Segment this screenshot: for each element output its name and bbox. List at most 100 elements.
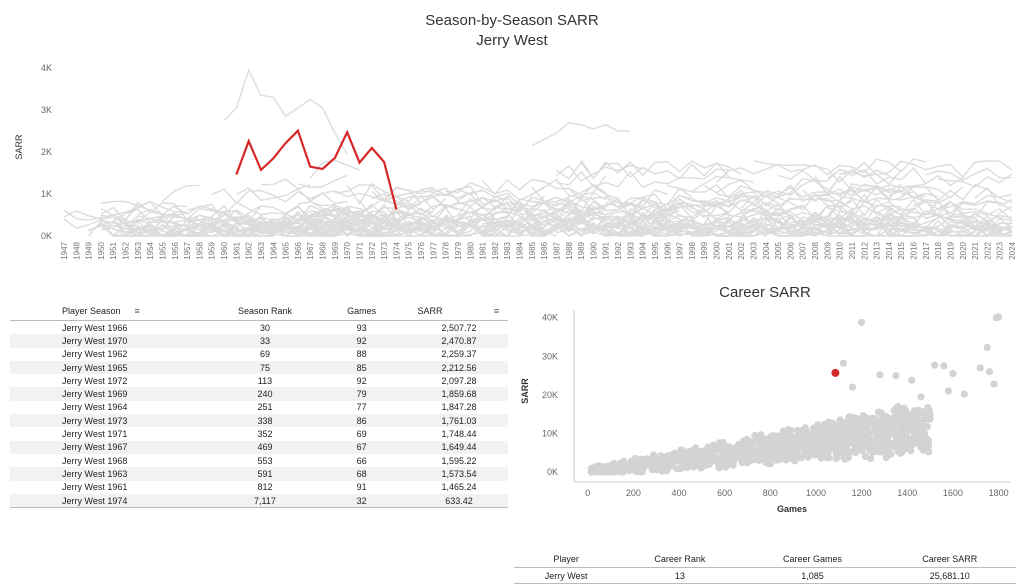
header-career-games[interactable]: Career Games — [741, 551, 884, 568]
table-row[interactable]: Jerry West 1972 113 92 2,097.28 — [10, 374, 508, 387]
scatter-point — [839, 359, 847, 367]
sarr-cell: 1,573.54 — [409, 467, 508, 481]
games-cell: 92 — [313, 334, 410, 348]
sort-icon[interactable]: ≡ — [134, 306, 140, 316]
background-series-line — [63, 200, 188, 221]
table-row[interactable]: Jerry West 1963 591 68 1,573.54 — [10, 467, 508, 481]
scatter-point — [847, 433, 855, 441]
x-tick-label: 2015 — [897, 241, 906, 259]
scatter-point — [691, 449, 699, 457]
header-season-rank[interactable]: Season Rank — [216, 302, 314, 321]
background-series-line — [703, 176, 841, 197]
games-cell: 85 — [313, 360, 410, 375]
scatter-point — [711, 454, 719, 462]
background-series-line — [531, 121, 631, 147]
x-tick-label: 1959 — [208, 241, 217, 259]
table-row[interactable]: Jerry West 1965 75 85 2,212.56 — [10, 360, 508, 375]
table-row[interactable]: Jerry West 1973 338 86 1,761.03 — [10, 414, 508, 428]
table-row[interactable]: Jerry West 1969 240 79 1,859.68 — [10, 387, 508, 401]
scatter-point — [743, 459, 751, 467]
season-rank-cell: 352 — [257, 429, 273, 440]
x-tick-label: 1986 — [540, 241, 549, 259]
table-row[interactable]: Jerry West 1966 30 93 2,507.72 — [10, 321, 508, 335]
background-series-line — [420, 219, 520, 237]
table-row[interactable]: Jerry West 1974 7,117 32 633.42 — [10, 493, 508, 509]
player-season-cell: Jerry West 1966 — [62, 322, 128, 333]
scatter-point — [825, 418, 833, 426]
table-row[interactable]: Jerry West 1970 33 92 2,470.87 — [10, 334, 508, 348]
scatter-point — [705, 460, 713, 468]
scatter-point — [900, 404, 908, 412]
x-tick-label: 1975 — [405, 241, 414, 259]
scatter-point — [924, 412, 932, 421]
scatter-point — [824, 454, 832, 462]
scatter-point — [854, 444, 862, 452]
games-cell: 88 — [356, 349, 367, 360]
header-player-season[interactable]: Player Season ≡ — [10, 302, 217, 321]
scatter-point — [884, 438, 892, 446]
highlight-series-line — [235, 128, 398, 210]
games-cell: 93 — [356, 322, 367, 333]
header-sarr[interactable]: SARR ≡ — [409, 302, 508, 321]
player-season-cell: Jerry West 1971 — [62, 429, 128, 440]
background-series-line — [556, 168, 729, 189]
line-chart-title: Season-by-Season SARR — [425, 12, 599, 29]
career-rank: 13 — [618, 567, 742, 584]
table-row[interactable]: Jerry West 1971 352 69 1,748.44 — [10, 427, 508, 440]
x-tick-label: 1999 — [700, 241, 709, 259]
y-tick-label: 0K — [547, 467, 558, 477]
line-chart-subtitle: Jerry West — [476, 32, 548, 49]
x-tick-label: 1992 — [614, 241, 623, 259]
scatter-point — [915, 435, 923, 443]
background-series-line — [260, 178, 311, 190]
table-row[interactable]: Jerry West 1968 553 66 1,595.22 — [10, 454, 508, 467]
scatter-point — [890, 439, 898, 448]
background-series-line — [962, 212, 1013, 228]
table-row[interactable]: Jerry West 1961 812 91 1,465.24 — [10, 481, 508, 494]
scatter-point — [925, 406, 933, 414]
scatter-point — [763, 437, 771, 445]
background-series-line — [100, 214, 262, 232]
header-games[interactable]: Games — [313, 302, 410, 321]
x-tick-label: 0 — [585, 488, 590, 498]
scatter-point — [767, 460, 775, 468]
scatter-point — [888, 415, 897, 423]
background-series-line — [260, 213, 410, 233]
y-tick-label: 30K — [542, 351, 558, 361]
background-series-line — [482, 199, 668, 222]
scatter-point — [895, 408, 903, 416]
x-tick-label: 2007 — [799, 241, 808, 259]
games-cell: 77 — [356, 402, 367, 413]
sarr-cell: 2,507.72 — [441, 322, 477, 333]
scatter-point — [837, 442, 845, 450]
header-career-rank[interactable]: Career Rank — [618, 551, 742, 568]
scatter-point — [629, 465, 638, 473]
scatter-point — [726, 456, 734, 464]
header-player[interactable]: Player — [514, 551, 619, 568]
scatter-point — [645, 457, 653, 465]
x-tick-label: 2024 — [1008, 241, 1017, 259]
scatter-point — [726, 449, 734, 457]
scatter-point — [833, 433, 841, 441]
background-series-line — [938, 173, 1013, 188]
games-cell: 32 — [313, 493, 410, 509]
career-row[interactable]: Jerry West 13 1,085 25,681.10 — [514, 567, 1016, 584]
x-tick-label: 1985 — [528, 241, 537, 259]
scatter-point — [876, 420, 884, 428]
x-tick-label: 1996 — [663, 241, 672, 259]
table-row[interactable]: Jerry West 1967 469 67 1,649.44 — [10, 440, 508, 454]
background-series-line — [519, 210, 557, 218]
sort-icon[interactable]: ≡ — [493, 306, 500, 316]
season-rank-cell: 251 — [257, 402, 273, 413]
background-series-line — [334, 207, 459, 226]
table-row[interactable]: Jerry West 1964 251 77 1,847.28 — [10, 401, 508, 414]
scatter-point — [715, 464, 723, 472]
table-row[interactable]: Jerry West 1962 69 88 2,259.37 — [10, 348, 508, 361]
background-series-line — [187, 210, 372, 232]
scatter-point — [925, 448, 933, 456]
header-career-sarr[interactable]: Career SARR — [883, 551, 1016, 568]
scatter-point — [940, 362, 948, 370]
background-series-line — [814, 204, 939, 226]
career-player: Jerry West — [514, 567, 619, 584]
y-tick-label: 2K — [41, 147, 52, 157]
